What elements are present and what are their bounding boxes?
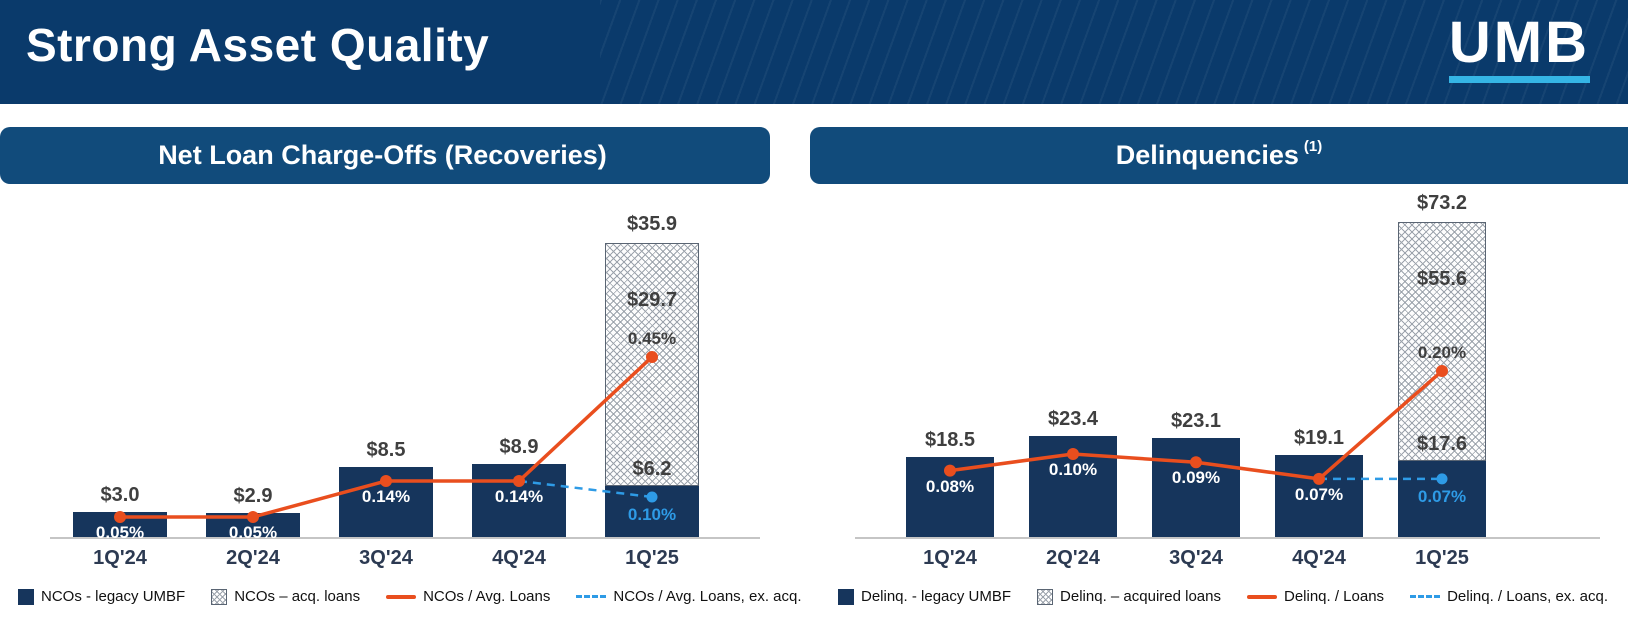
bar-acquired bbox=[605, 242, 699, 487]
panel-title-net-charge-offs: Net Loan Charge-Offs (Recoveries) bbox=[0, 127, 770, 184]
umb-logo-underline bbox=[1448, 76, 1590, 83]
legend-swatch-dash-icon bbox=[1410, 595, 1441, 598]
legend-label: Delinq. / Loans, ex. acq. bbox=[1447, 588, 1608, 605]
legend-swatch-hatch-icon bbox=[211, 588, 228, 605]
ratio-label: 0.08% bbox=[925, 476, 975, 496]
legend-label: Delinq. - legacy UMBF bbox=[861, 588, 1012, 605]
panel-title-text: Net Loan Charge-Offs (Recoveries) bbox=[158, 140, 607, 170]
legend-item: NCOs - legacy UMBF bbox=[18, 588, 185, 605]
x-axis-label: 3Q'24 bbox=[359, 547, 413, 569]
ratio-label: 0.20% bbox=[1417, 343, 1467, 362]
bar-value-label: $18.5 bbox=[924, 429, 976, 452]
net-charge-offs-chart: $3.0 1Q'24 $2.9 2Q'24 $8.5 3Q'24 $8.9 4Q'24 $6.2… bbox=[15, 190, 780, 580]
bar-value-label: $3.0 bbox=[100, 484, 140, 507]
legend-swatch-dash-icon bbox=[576, 595, 607, 598]
bar-value-label: $19.1 bbox=[1293, 426, 1345, 449]
x-axis-label: 2Q'24 bbox=[226, 547, 280, 569]
bar-legacy bbox=[906, 457, 994, 537]
legend-label: NCOs - legacy UMBF bbox=[41, 588, 186, 605]
legend-item: NCOs / Avg. Loans bbox=[386, 588, 550, 605]
legend-label: Delinq. / Loans bbox=[1283, 588, 1385, 605]
x-axis bbox=[855, 537, 1600, 539]
x-axis-label: 4Q'24 bbox=[1292, 547, 1346, 569]
bar-value-label: $8.9 bbox=[499, 436, 539, 459]
legend-item: NCOs – acq. loans bbox=[211, 588, 360, 605]
ratio-label: 0.09% bbox=[1171, 468, 1221, 488]
legend-swatch-navy-icon bbox=[18, 588, 34, 605]
ratio-ex-acq-label: 0.10% bbox=[627, 505, 677, 524]
legend-swatch-orange-icon bbox=[386, 594, 417, 599]
ratio-label: 0.05% bbox=[228, 523, 278, 542]
stack-total-label: $35.9 bbox=[626, 212, 678, 235]
legend-swatch-hatch-icon bbox=[1037, 588, 1054, 605]
legend-item: Delinq. - legacy UMBF bbox=[838, 588, 1011, 605]
panel-title-delinquencies: Delinquencies (1) bbox=[810, 127, 1628, 184]
x-axis-label: 1Q'24 bbox=[93, 547, 147, 569]
header: Strong Asset Quality UMB bbox=[0, 0, 1628, 104]
delinquencies-chart: $18.5 1Q'24 $23.4 2Q'24 $23.1 3Q'24 $19.1 4Q'24… bbox=[825, 190, 1620, 580]
legend-label: NCOs / Avg. Loans bbox=[423, 588, 551, 605]
umb-logo: UMB bbox=[1448, 10, 1590, 83]
ratio-label: 0.14% bbox=[494, 487, 544, 506]
ratio-label: 0.05% bbox=[95, 523, 145, 542]
bar-value-label: $8.5 bbox=[366, 439, 406, 462]
x-axis-label: 1Q'25 bbox=[1415, 547, 1469, 569]
x-axis bbox=[50, 537, 760, 539]
legend-item: Delinq. / Loans bbox=[1246, 588, 1385, 605]
ratio-label: 0.45% bbox=[627, 329, 677, 348]
net-charge-offs-legend: NCOs - legacy UMBF NCOs – acq. loans NCOs … bbox=[18, 588, 802, 605]
legend-label: NCOs / Avg. Loans, ex. acq. bbox=[613, 588, 802, 605]
umb-logo-text: UMB bbox=[1448, 10, 1590, 75]
legend-swatch-orange-icon bbox=[1246, 594, 1277, 599]
bar-acquired-label: $55.6 bbox=[1416, 268, 1468, 291]
legend-swatch-navy-icon bbox=[838, 588, 854, 605]
page-title: Strong Asset Quality bbox=[26, 19, 490, 71]
legend-label: NCOs – acq. loans bbox=[234, 588, 361, 605]
ratio-label: 0.14% bbox=[361, 487, 411, 506]
ratio-label: 0.07% bbox=[1294, 484, 1344, 504]
panel-title-text: Delinquencies bbox=[1115, 140, 1299, 170]
ratio-ex-acq-label: 0.07% bbox=[1417, 486, 1467, 506]
bar-value-label: $2.9 bbox=[233, 485, 273, 508]
bar-value-label: $23.1 bbox=[1170, 409, 1222, 432]
bar-value-label: $17.6 bbox=[1416, 433, 1468, 456]
x-axis-label: 1Q'24 bbox=[923, 547, 977, 569]
delinquencies-legend: Delinq. - legacy UMBF Delinq. – acquired … bbox=[838, 588, 1608, 605]
legend-item: NCOs / Avg. Loans, ex. acq. bbox=[576, 588, 802, 605]
stack-total-label: $73.2 bbox=[1416, 192, 1468, 215]
bar-acquired-label: $29.7 bbox=[626, 288, 678, 311]
ratio-label: 0.10% bbox=[1048, 460, 1098, 479]
x-axis-label: 2Q'24 bbox=[1046, 547, 1100, 569]
x-axis-label: 4Q'24 bbox=[492, 547, 546, 569]
bar-legacy bbox=[1029, 436, 1117, 537]
bar-acquired bbox=[1398, 222, 1486, 462]
panel-title-note: (1) bbox=[1303, 138, 1323, 155]
legend-item: Delinq. – acquired loans bbox=[1037, 588, 1221, 605]
legend-item: Delinq. / Loans, ex. acq. bbox=[1410, 588, 1608, 605]
x-axis-label: 3Q'24 bbox=[1169, 547, 1223, 569]
bar-value-label: $6.2 bbox=[632, 458, 672, 481]
x-axis-label: 1Q'25 bbox=[625, 547, 679, 569]
legend-label: Delinq. – acquired loans bbox=[1060, 588, 1221, 605]
bar-value-label: $23.4 bbox=[1047, 408, 1099, 431]
bar-legacy bbox=[206, 513, 300, 537]
